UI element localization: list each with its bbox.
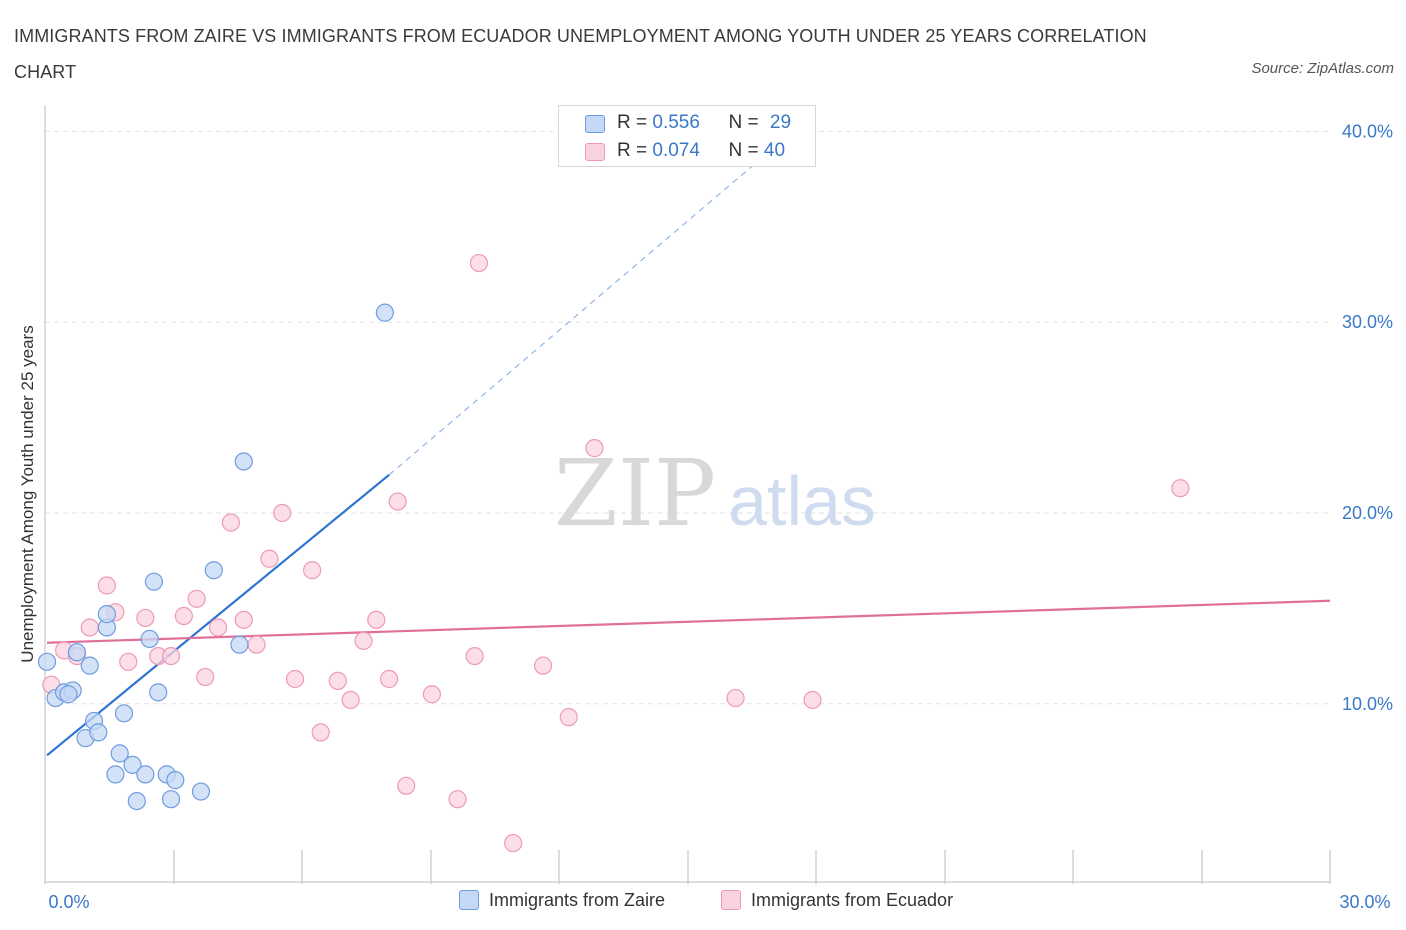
point-ecuador-12	[196, 667, 215, 687]
point-zaire-4	[67, 643, 87, 662]
r-value-ecuador: 0.074	[652, 140, 700, 161]
point-ecuador-16	[247, 635, 266, 654]
point-ecuador-17	[260, 549, 279, 568]
point-ecuador-29	[422, 685, 441, 704]
point-ecuador-20	[303, 561, 322, 580]
point-zaire-25	[230, 635, 249, 654]
point-ecuador-24	[354, 631, 373, 650]
point-ecuador-27	[388, 492, 407, 511]
n-label: N =	[728, 140, 759, 161]
point-ecuador-38	[803, 690, 822, 710]
y-tick-label-2: 30.0%	[1342, 312, 1393, 332]
point-ecuador-39	[1171, 479, 1190, 498]
point-zaire-23	[191, 782, 211, 801]
point-zaire-26	[234, 452, 253, 471]
point-zaire-21	[161, 790, 181, 809]
point-ecuador-15	[234, 610, 253, 629]
point-zaire-24	[204, 561, 223, 580]
point-ecuador-21	[311, 723, 330, 742]
point-ecuador-6	[119, 652, 138, 671]
legend-swatch-zaire	[585, 115, 605, 133]
watermark-atlas: atlas	[728, 462, 876, 540]
point-ecuador-9	[161, 646, 181, 666]
point-ecuador-23	[341, 690, 360, 710]
x-tick-label-1: 30.0%	[1339, 892, 1390, 912]
legend-item-ecuador: Immigrants from Ecuador	[721, 890, 953, 911]
point-ecuador-10	[174, 606, 193, 626]
point-zaire-8	[89, 723, 108, 742]
point-ecuador-26	[380, 669, 399, 689]
point-ecuador-4	[97, 576, 116, 595]
r-label: R =	[617, 112, 648, 133]
point-zaire-16	[136, 765, 155, 784]
trend-lines	[46, 165, 1331, 757]
point-ecuador-14	[221, 513, 240, 532]
point-ecuador-18	[273, 503, 292, 523]
r-label: R =	[617, 140, 648, 161]
watermark-zip: ZIP	[554, 440, 716, 547]
n-value-zaire: 29	[769, 112, 792, 133]
legend-swatch-ecuador	[585, 143, 605, 161]
point-zaire-6	[80, 656, 99, 675]
point-zaire-28	[59, 685, 78, 704]
point-ecuador-35	[559, 708, 578, 727]
x-tick-label-0: 0.0%	[48, 892, 89, 912]
point-ecuador-13	[208, 618, 228, 637]
correlation-legend: R = 0.556 N = 29 R = 0.074 N = 40	[558, 105, 816, 167]
point-zaire-12	[110, 744, 129, 763]
point-ecuador-28	[397, 776, 416, 795]
n-label: N =	[728, 112, 759, 133]
tick-labels: 10.0% 20.0% 30.0% 40.0% 0.0% 30.0%	[48, 121, 1393, 912]
y-tick-label-3: 40.0%	[1342, 121, 1393, 141]
point-zaire-17	[140, 629, 159, 649]
point-ecuador-31	[465, 646, 484, 666]
axes	[44, 105, 1331, 884]
data-points	[37, 253, 1190, 853]
point-zaire-10	[97, 605, 116, 624]
trend-line-zaire	[46, 473, 390, 757]
r-value-zaire: 0.556	[652, 112, 700, 133]
point-zaire-19	[149, 683, 168, 702]
point-zaire-13	[114, 704, 134, 723]
trend-line-zaire-extension	[388, 165, 754, 476]
point-ecuador-3	[80, 618, 99, 637]
point-ecuador-33	[504, 833, 523, 853]
point-zaire-27	[375, 303, 394, 322]
point-ecuador-11	[187, 589, 206, 608]
y-axis-label: Unemployment Among Youth under 25 years	[18, 325, 37, 663]
point-zaire-0	[37, 652, 57, 671]
point-ecuador-34	[533, 656, 553, 675]
legend-label-zaire: Immigrants from Zaire	[489, 890, 666, 910]
legend-item-zaire: Immigrants from Zaire	[459, 890, 665, 911]
point-ecuador-19	[285, 669, 305, 689]
point-zaire-11	[106, 765, 125, 784]
legend-label-ecuador: Immigrants from Ecuador	[751, 890, 954, 910]
point-ecuador-25	[367, 610, 386, 629]
n-value-ecuador: 40	[763, 140, 786, 161]
point-ecuador-22	[328, 671, 347, 690]
y-tick-label-1: 20.0%	[1342, 503, 1393, 523]
legend-swatch-ecuador	[721, 890, 741, 910]
point-ecuador-36	[585, 439, 604, 458]
point-ecuador-30	[448, 790, 467, 809]
chart-title: IMMIGRANTS FROM ZAIRE VS IMMIGRANTS FROM…	[14, 26, 1147, 82]
point-zaire-15	[127, 791, 146, 811]
point-ecuador-7	[136, 608, 155, 628]
point-ecuador-32	[469, 253, 489, 273]
trend-line-ecuador	[46, 599, 1331, 644]
watermark: ZIP atlas	[554, 440, 876, 547]
legend-swatch-zaire	[459, 890, 479, 910]
point-ecuador-37	[726, 688, 745, 708]
point-zaire-22	[166, 771, 185, 790]
y-tick-label-0: 10.0%	[1342, 694, 1393, 714]
point-zaire-14	[123, 755, 142, 774]
point-zaire-18	[144, 572, 164, 591]
source-credit: Source: ZipAtlas.com	[1251, 60, 1394, 77]
